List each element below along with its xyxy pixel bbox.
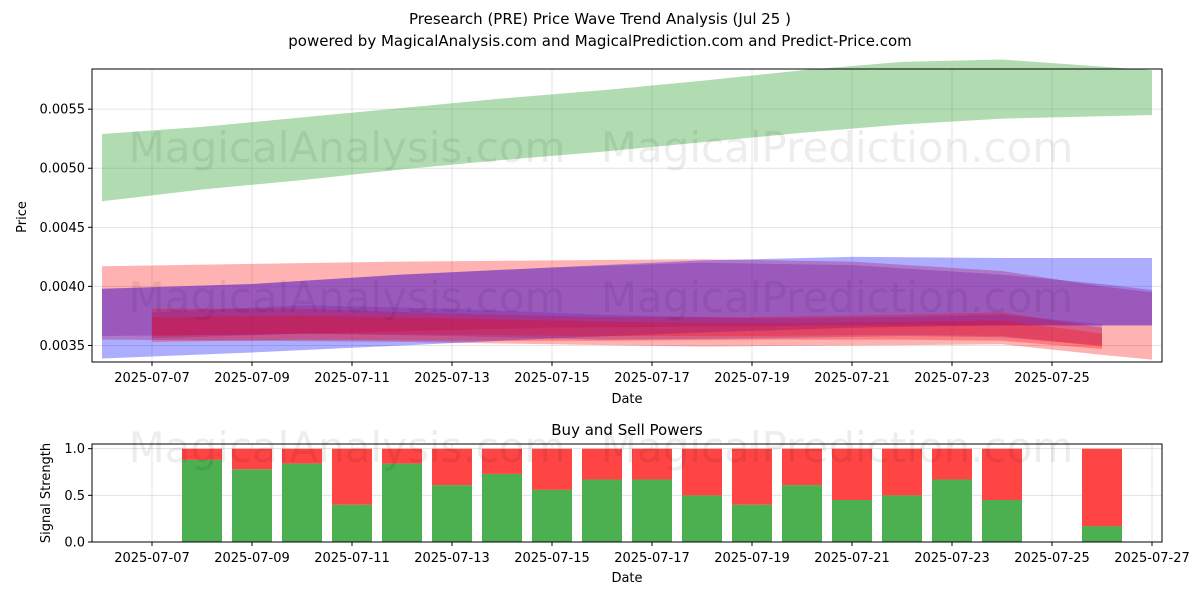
signal-x-tick-label: 2025-07-17 xyxy=(614,551,690,566)
sell-bar xyxy=(432,448,472,486)
watermark-left-2: MagicalAnalysis.com xyxy=(129,273,566,322)
price-grid xyxy=(92,69,1162,362)
buy-bar xyxy=(1082,526,1122,542)
chart-title: Presearch (PRE) Price Wave Trend Analysi… xyxy=(409,10,791,28)
buy-bar xyxy=(232,469,272,542)
signal-x-tick-label: 2025-07-27 xyxy=(1114,551,1190,566)
signal-y-ticks: 0.0 0.5 1.0 xyxy=(64,442,92,551)
signal-x-tick-label: 2025-07-25 xyxy=(1014,551,1090,566)
sell-bar xyxy=(732,448,772,505)
watermark-right: MagicalPrediction.com xyxy=(601,123,1074,172)
sell-bar xyxy=(382,448,422,464)
price-wave-bands xyxy=(102,59,1152,360)
price-band-blue-3 xyxy=(102,256,1152,359)
buy-bar xyxy=(932,479,972,542)
price-band-red-5 xyxy=(152,308,1102,349)
buy-bar xyxy=(832,500,872,542)
price-x-tick-label: 2025-07-13 xyxy=(414,371,490,386)
price-chart: MagicalAnalysis.com MagicalPrediction.co… xyxy=(15,59,1163,407)
sell-bar xyxy=(582,448,622,480)
watermark-right-3: MagicalPrediction.com xyxy=(601,423,1074,472)
buy-bar xyxy=(782,485,822,542)
signal-chart: MagicalAnalysis.com MagicalPrediction.co… xyxy=(39,421,1190,586)
sell-bar xyxy=(982,448,1022,500)
buy-bar xyxy=(882,495,922,542)
price-y-tick-label: 0.0050 xyxy=(40,162,86,177)
sell-bar xyxy=(832,448,872,500)
buy-bar xyxy=(482,473,522,542)
signal-x-axis-label: Date xyxy=(611,571,642,586)
buy-bar xyxy=(632,479,672,542)
price-y-tick-label: 0.0045 xyxy=(40,221,86,236)
sell-bar xyxy=(632,448,672,480)
price-x-tick-label: 2025-07-11 xyxy=(314,371,390,386)
signal-y-tick-label: 0.5 xyxy=(64,489,85,504)
price-x-tick-label: 2025-07-07 xyxy=(114,371,190,386)
signal-x-tick-label: 2025-07-15 xyxy=(514,551,590,566)
sell-bar xyxy=(332,448,372,505)
price-plot-frame xyxy=(91,68,1163,363)
signal-y-axis-label: Signal Strength xyxy=(39,443,54,543)
price-y-tick-label: 0.0055 xyxy=(40,103,86,118)
price-y-axis-label: Price xyxy=(15,201,30,233)
signal-x-tick-label: 2025-07-09 xyxy=(214,551,290,566)
chart-subtitle: powered by MagicalAnalysis.com and Magic… xyxy=(288,32,912,50)
buy-bar xyxy=(682,495,722,542)
signal-bars xyxy=(182,448,1122,542)
sell-bar xyxy=(282,448,322,464)
sell-bar xyxy=(1082,448,1122,527)
price-band-purple-4 xyxy=(102,262,1152,336)
sell-bar xyxy=(232,448,272,470)
buy-bar xyxy=(282,463,322,542)
signal-x-ticks: 2025-07-07 2025-07-09 2025-07-11 2025-07-13… xyxy=(114,542,1190,566)
signal-y-tick-label: 0.0 xyxy=(64,536,85,551)
signal-x-tick-label: 2025-07-21 xyxy=(814,551,890,566)
signal-y-tick-label: 1.0 xyxy=(64,442,85,457)
buy-bar xyxy=(382,463,422,542)
buy-bar xyxy=(182,459,222,542)
price-y-ticks: 0.0035 0.0040 0.0045 0.0050 0.0055 xyxy=(40,103,92,354)
sell-bar xyxy=(782,448,822,486)
watermark-left: MagicalAnalysis.com xyxy=(129,123,566,172)
buy-bar xyxy=(332,504,372,542)
price-x-tick-label: 2025-07-19 xyxy=(714,371,790,386)
price-x-tick-label: 2025-07-09 xyxy=(214,371,290,386)
signal-x-tick-label: 2025-07-23 xyxy=(914,551,990,566)
price-x-tick-label: 2025-07-17 xyxy=(614,371,690,386)
watermark-right-2: MagicalPrediction.com xyxy=(601,273,1074,322)
buy-bar xyxy=(982,500,1022,542)
price-band-purple-6 xyxy=(152,305,1102,346)
sell-bar xyxy=(182,448,222,460)
watermark-left-3: MagicalAnalysis.com xyxy=(129,423,566,472)
signal-x-tick-label: 2025-07-19 xyxy=(714,551,790,566)
sell-bar xyxy=(482,448,522,474)
price-x-ticks: 2025-07-07 2025-07-09 2025-07-11 2025-07-13… xyxy=(114,362,1090,386)
price-band-red-7 xyxy=(152,315,1102,347)
signal-x-tick-label: 2025-07-11 xyxy=(314,551,390,566)
signal-watermarks: MagicalAnalysis.com MagicalPrediction.co… xyxy=(129,423,1074,472)
sell-bar xyxy=(682,448,722,496)
signal-x-tick-label: 2025-07-07 xyxy=(114,551,190,566)
signal-plot-frame xyxy=(91,443,1163,543)
price-y-tick-label: 0.0040 xyxy=(40,280,86,295)
price-y-tick-label: 0.0035 xyxy=(40,339,86,354)
buy-bar xyxy=(532,489,572,542)
price-x-tick-label: 2025-07-25 xyxy=(1014,371,1090,386)
sell-bar xyxy=(882,448,922,496)
price-band-red-2 xyxy=(102,259,1152,360)
sell-bar xyxy=(532,448,572,490)
signal-title: Buy and Sell Powers xyxy=(551,421,703,439)
price-x-tick-label: 2025-07-23 xyxy=(914,371,990,386)
price-x-axis-label: Date xyxy=(611,392,642,407)
buy-bar xyxy=(582,479,622,542)
sell-bar xyxy=(932,448,972,480)
price-x-tick-label: 2025-07-15 xyxy=(514,371,590,386)
price-band-green-1 xyxy=(102,59,1152,202)
price-x-tick-label: 2025-07-21 xyxy=(814,371,890,386)
buy-bar xyxy=(732,504,772,542)
buy-bar xyxy=(432,485,472,542)
price-watermarks: MagicalAnalysis.com MagicalPrediction.co… xyxy=(129,123,1074,322)
signal-x-tick-label: 2025-07-13 xyxy=(414,551,490,566)
